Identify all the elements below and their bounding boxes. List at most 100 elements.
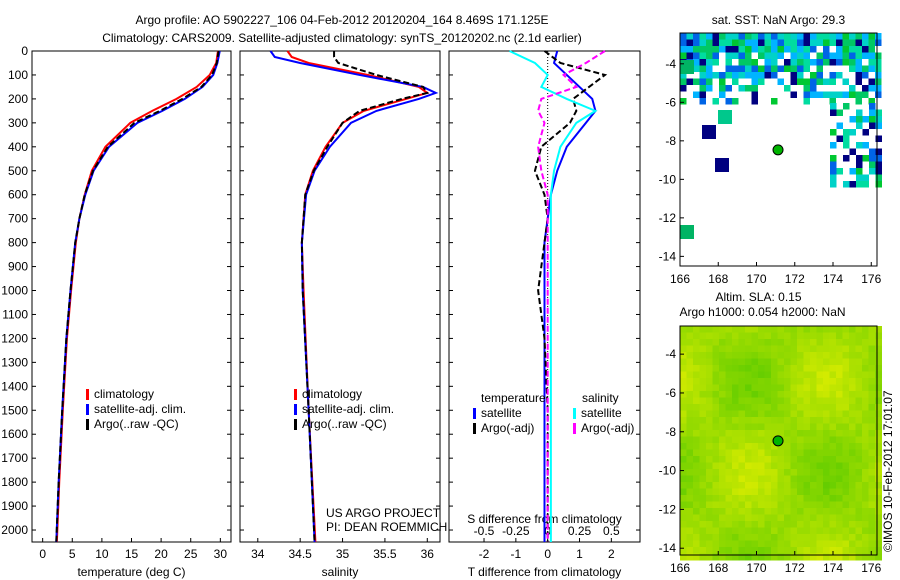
sla-cell bbox=[862, 475, 869, 483]
x-tick-label: 166 bbox=[670, 272, 690, 286]
sla-cell bbox=[777, 397, 785, 405]
sla-cell bbox=[816, 462, 824, 470]
sla-cell bbox=[745, 495, 752, 502]
sla-cell bbox=[751, 482, 759, 489]
sla-cell bbox=[777, 469, 785, 476]
sla-cell bbox=[868, 404, 876, 411]
sla-cell bbox=[790, 423, 798, 431]
sst-cell bbox=[725, 59, 732, 66]
sla-cell bbox=[725, 397, 733, 405]
sla-cell bbox=[823, 378, 830, 385]
sla-cell bbox=[771, 378, 778, 385]
sla-cell bbox=[699, 482, 707, 489]
sla-cell bbox=[719, 384, 726, 392]
sla-cell bbox=[680, 332, 687, 340]
sla-cell bbox=[745, 358, 752, 366]
sla-cell bbox=[745, 527, 752, 535]
sla-cell bbox=[797, 469, 804, 476]
y-tick-label: 600 bbox=[8, 188, 28, 202]
sla-cell bbox=[849, 410, 856, 418]
sla-cell bbox=[816, 469, 824, 476]
sst-cell bbox=[875, 116, 882, 123]
sla-cell bbox=[738, 365, 746, 372]
sst-cell bbox=[849, 33, 856, 40]
sla-cell bbox=[680, 547, 687, 554]
sst-cell bbox=[855, 59, 862, 66]
sla-cell bbox=[855, 482, 863, 489]
sla-cell bbox=[758, 397, 765, 405]
sla-cell bbox=[738, 547, 746, 554]
sst-cell bbox=[784, 33, 791, 40]
sla-cell bbox=[693, 345, 700, 353]
sst-cell bbox=[875, 33, 882, 40]
sla-cell bbox=[816, 443, 824, 450]
sst-cell bbox=[856, 116, 863, 123]
sla-cell bbox=[771, 475, 778, 483]
sla-cell bbox=[875, 339, 882, 346]
sla-cell bbox=[693, 475, 700, 483]
sla-cell bbox=[868, 443, 876, 450]
sla-cell bbox=[790, 547, 798, 554]
axes-box bbox=[239, 50, 441, 543]
sla-cell bbox=[816, 514, 824, 522]
sla-cell bbox=[712, 326, 720, 333]
sla-cell bbox=[706, 371, 713, 379]
sla-cell bbox=[777, 410, 785, 418]
sla-cell bbox=[855, 352, 863, 359]
sla-cell bbox=[758, 345, 765, 353]
sla-cell bbox=[706, 514, 713, 522]
series-satellite bbox=[543, 50, 597, 542]
sla-cell bbox=[855, 495, 863, 502]
sla-cell bbox=[777, 534, 785, 541]
sla-cell bbox=[829, 397, 837, 405]
sla-cell bbox=[803, 417, 811, 424]
sst-cell bbox=[725, 72, 732, 79]
sla-cell bbox=[849, 391, 856, 398]
map-title: sat. SST: NaN Argo: 29.3 bbox=[712, 13, 846, 27]
sla-cell bbox=[712, 332, 720, 340]
sla-cell bbox=[823, 508, 830, 515]
sla-cell bbox=[699, 443, 707, 450]
sst-cell bbox=[693, 59, 700, 66]
sla-cell bbox=[706, 501, 713, 509]
y-tick-label: 1500 bbox=[1, 403, 28, 417]
sla-cell bbox=[790, 365, 798, 372]
sla-cell bbox=[829, 534, 837, 541]
sst-cell bbox=[771, 72, 778, 79]
sla-cell bbox=[693, 326, 700, 333]
sla-cell bbox=[706, 423, 713, 431]
sla-cell bbox=[803, 326, 811, 333]
sla-cell bbox=[803, 430, 811, 437]
legend-swatch bbox=[573, 408, 576, 419]
sla-cell bbox=[784, 449, 791, 457]
sla-cell bbox=[686, 423, 694, 431]
sst-cell bbox=[842, 78, 849, 85]
x-tick-label: 15 bbox=[125, 547, 139, 561]
sst-cell bbox=[875, 135, 882, 142]
sla-cell bbox=[719, 404, 726, 411]
sst-cell bbox=[856, 174, 863, 181]
sla-cell bbox=[868, 397, 876, 405]
sla-cell bbox=[745, 508, 752, 515]
sst-cell bbox=[849, 46, 856, 53]
sla-cell bbox=[797, 443, 804, 450]
sla-cell bbox=[836, 358, 843, 366]
sla-cell bbox=[849, 527, 856, 535]
sla-cell bbox=[875, 345, 882, 353]
sla-cell bbox=[842, 488, 850, 496]
sla-cell bbox=[719, 482, 726, 489]
sla-cell bbox=[738, 378, 746, 385]
sst-cell bbox=[836, 59, 843, 66]
sla-cell bbox=[790, 384, 798, 392]
sla-cell bbox=[790, 449, 798, 457]
sla-cell bbox=[738, 456, 746, 463]
sla-cell bbox=[751, 378, 759, 385]
sla-cell bbox=[699, 326, 707, 333]
sla-cell bbox=[875, 449, 882, 457]
sla-cell bbox=[719, 547, 726, 554]
sla-cell bbox=[777, 514, 785, 522]
sst-cell bbox=[764, 46, 771, 53]
sla-cell bbox=[758, 508, 765, 515]
sst-cell bbox=[849, 148, 856, 155]
sla-cell bbox=[875, 417, 882, 424]
